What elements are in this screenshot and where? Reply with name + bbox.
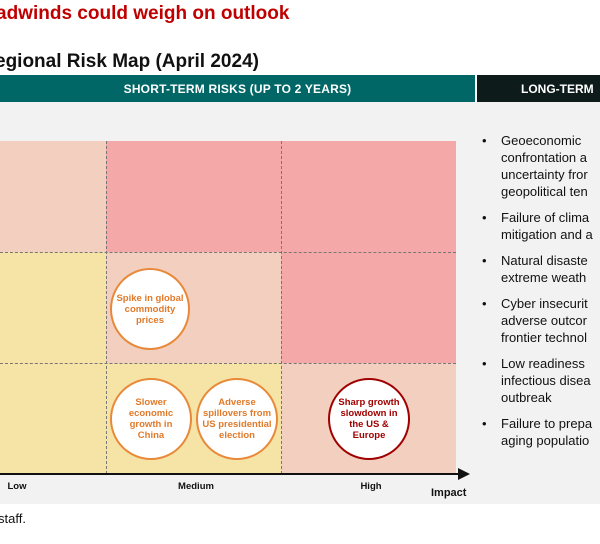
grid-cell-r2-c1 bbox=[0, 252, 106, 363]
list-item: • Natural disaste extreme weath bbox=[482, 252, 600, 286]
bullet-icon: • bbox=[482, 133, 487, 148]
list-item-text: Low readiness infectious disea outbreak bbox=[501, 356, 591, 405]
list-item: • Low readiness infectious disea outbreak bbox=[482, 355, 600, 406]
list-item-text: Failure of clima mitigation and a bbox=[501, 210, 593, 242]
list-item-text: Geoeconomic confrontation a uncertainty … bbox=[501, 133, 588, 199]
bullet-icon: • bbox=[482, 416, 487, 431]
axis-tick-high: High bbox=[360, 481, 382, 492]
list-item: • Failure of clima mitigation and a bbox=[482, 209, 600, 243]
grid-divider bbox=[0, 363, 456, 364]
grid-cell-r1-c2 bbox=[106, 141, 281, 252]
list-item: • Failure to prepa aging populatio bbox=[482, 415, 600, 449]
bullet-icon: • bbox=[482, 253, 487, 268]
list-item: • Geoeconomic confrontation a uncertainty… bbox=[482, 132, 600, 200]
axis-tick-medium: Medium bbox=[178, 481, 214, 492]
risk-bubble-commodity-prices: Spike in global commodity prices bbox=[110, 268, 190, 350]
source-note: staff. bbox=[0, 511, 26, 526]
headline: adwinds could weigh on outlook bbox=[0, 3, 290, 24]
list-item-text: Natural disaste extreme weath bbox=[501, 253, 588, 285]
risk-bubble-us-election: Adverse spillovers from US presidential … bbox=[196, 378, 278, 460]
axis-tick-low: Low bbox=[7, 481, 27, 492]
grid-cell-r3-c1 bbox=[0, 363, 106, 474]
grid-divider bbox=[106, 141, 107, 474]
axis-title-impact: Impact bbox=[431, 487, 467, 499]
bullet-icon: • bbox=[482, 356, 487, 371]
list-item-text: Failure to prepa aging populatio bbox=[501, 416, 593, 448]
grid-divider bbox=[281, 141, 282, 474]
grid-cell-r2-c3 bbox=[281, 252, 456, 363]
risk-bubble-china-growth: Slower economic growth in China bbox=[110, 378, 192, 460]
impact-axis bbox=[0, 473, 460, 475]
long-term-risk-list: • Geoeconomic confrontation a uncertainty… bbox=[482, 132, 600, 458]
grid-divider bbox=[0, 252, 456, 253]
long-term-header: LONG-TERM bbox=[477, 75, 600, 102]
list-item-text: Cyber insecurit adverse outcor frontier … bbox=[501, 296, 588, 345]
grid-cell-r1-c3 bbox=[281, 141, 456, 252]
grid-cell-r1-c1 bbox=[0, 141, 106, 252]
bullet-icon: • bbox=[482, 296, 487, 311]
arrow-right-icon bbox=[458, 468, 470, 480]
bullet-icon: • bbox=[482, 210, 487, 225]
risk-bubble-us-europe-slowdown: Sharp growth slowdown in the US & Europe bbox=[328, 378, 410, 460]
short-term-header: SHORT-TERM RISKS (UP TO 2 YEARS) bbox=[0, 75, 475, 102]
list-item: • Cyber insecurit adverse outcor frontier… bbox=[482, 295, 600, 346]
map-title: egional Risk Map (April 2024) bbox=[0, 51, 259, 72]
